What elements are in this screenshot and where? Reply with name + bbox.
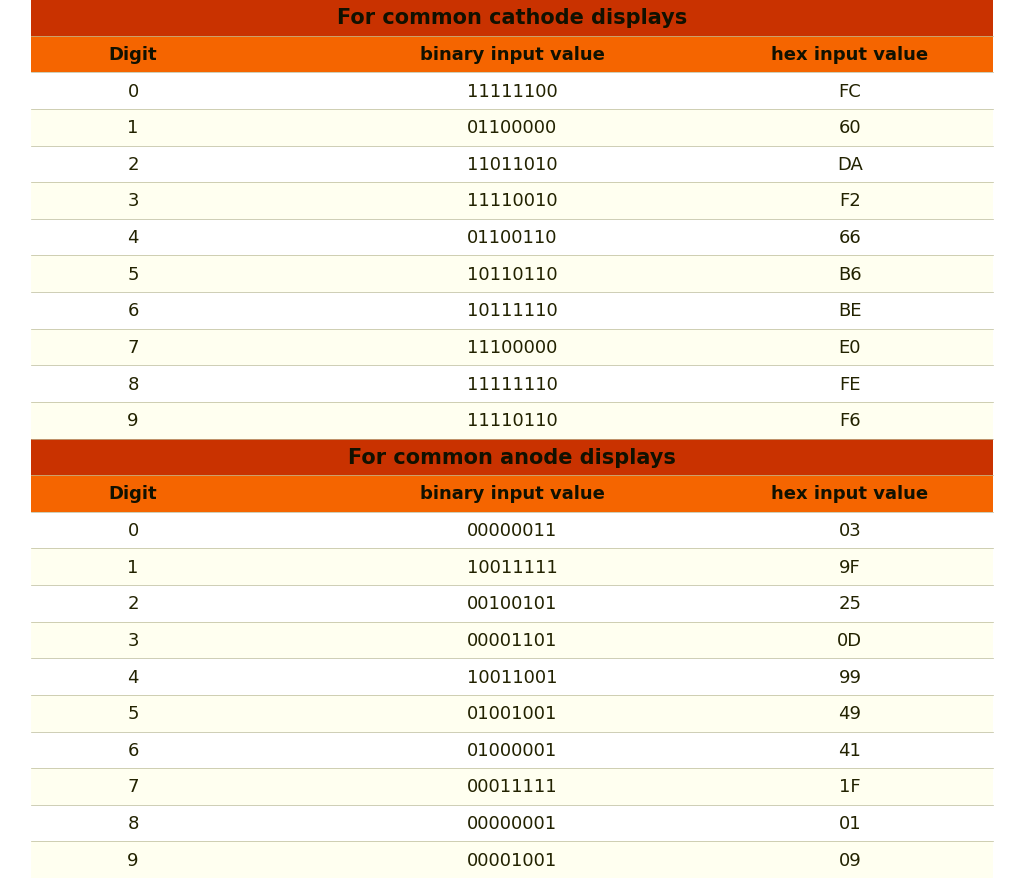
Text: 01100110: 01100110 <box>467 229 557 247</box>
Text: 3: 3 <box>127 192 139 210</box>
Text: 6: 6 <box>127 741 139 759</box>
FancyBboxPatch shape <box>31 768 993 805</box>
Text: DA: DA <box>837 155 863 174</box>
Text: hex input value: hex input value <box>771 485 929 503</box>
FancyBboxPatch shape <box>31 586 993 622</box>
FancyBboxPatch shape <box>31 366 993 402</box>
Text: 11011010: 11011010 <box>467 155 557 174</box>
FancyBboxPatch shape <box>31 292 993 329</box>
Text: 0D: 0D <box>838 631 862 649</box>
Text: 01001001: 01001001 <box>467 704 557 723</box>
FancyBboxPatch shape <box>31 329 993 366</box>
Text: 6: 6 <box>127 302 139 320</box>
FancyBboxPatch shape <box>31 256 993 292</box>
FancyBboxPatch shape <box>31 695 993 731</box>
Text: 11110010: 11110010 <box>467 192 557 210</box>
Text: 10011111: 10011111 <box>467 558 557 576</box>
Text: 2: 2 <box>127 155 139 174</box>
Text: 00000011: 00000011 <box>467 522 557 539</box>
Text: 1F: 1F <box>839 778 861 795</box>
Text: 9: 9 <box>127 851 139 868</box>
Text: 4: 4 <box>127 229 139 247</box>
Text: 00001001: 00001001 <box>467 851 557 868</box>
Text: BE: BE <box>839 302 861 320</box>
Text: 10011001: 10011001 <box>467 668 557 686</box>
Text: 01100000: 01100000 <box>467 119 557 137</box>
FancyBboxPatch shape <box>31 512 993 549</box>
Text: 41: 41 <box>839 741 861 759</box>
FancyBboxPatch shape <box>31 476 993 512</box>
Text: 5: 5 <box>127 704 139 723</box>
FancyBboxPatch shape <box>31 110 993 147</box>
Text: 00001101: 00001101 <box>467 631 557 649</box>
Text: 5: 5 <box>127 265 139 284</box>
Text: 09: 09 <box>839 851 861 868</box>
FancyBboxPatch shape <box>31 37 993 73</box>
Text: 01: 01 <box>839 814 861 832</box>
Text: For common cathode displays: For common cathode displays <box>337 8 687 28</box>
Text: 8: 8 <box>127 375 139 393</box>
Text: 00000001: 00000001 <box>467 814 557 832</box>
Text: Digit: Digit <box>109 46 158 64</box>
Text: 0: 0 <box>128 83 138 100</box>
Text: 8: 8 <box>127 814 139 832</box>
Text: 7: 7 <box>127 778 139 795</box>
Text: 1: 1 <box>127 558 139 576</box>
Text: 7: 7 <box>127 339 139 356</box>
Text: 2: 2 <box>127 594 139 613</box>
Text: 11100000: 11100000 <box>467 339 557 356</box>
FancyBboxPatch shape <box>31 402 993 439</box>
Text: F2: F2 <box>839 192 861 210</box>
Text: 11111110: 11111110 <box>467 375 557 393</box>
FancyBboxPatch shape <box>31 0 993 37</box>
Text: 9F: 9F <box>839 558 861 576</box>
FancyBboxPatch shape <box>31 73 993 110</box>
Text: 60: 60 <box>839 119 861 137</box>
Text: E0: E0 <box>839 339 861 356</box>
Text: 11110110: 11110110 <box>467 412 557 429</box>
FancyBboxPatch shape <box>31 439 993 476</box>
Text: F6: F6 <box>839 412 861 429</box>
Text: 10111110: 10111110 <box>467 302 557 320</box>
Text: FE: FE <box>840 375 860 393</box>
Text: 9: 9 <box>127 412 139 429</box>
FancyBboxPatch shape <box>31 220 993 256</box>
Text: binary input value: binary input value <box>420 46 604 64</box>
Text: B6: B6 <box>838 265 862 284</box>
Text: hex input value: hex input value <box>771 46 929 64</box>
FancyBboxPatch shape <box>31 147 993 183</box>
Text: 99: 99 <box>839 668 861 686</box>
FancyBboxPatch shape <box>31 183 993 220</box>
FancyBboxPatch shape <box>31 731 993 768</box>
Text: FC: FC <box>839 83 861 100</box>
Text: 25: 25 <box>839 594 861 613</box>
FancyBboxPatch shape <box>31 658 993 695</box>
FancyBboxPatch shape <box>31 805 993 841</box>
FancyBboxPatch shape <box>31 841 993 878</box>
Text: binary input value: binary input value <box>420 485 604 503</box>
FancyBboxPatch shape <box>31 622 993 658</box>
FancyBboxPatch shape <box>31 549 993 586</box>
Text: 11111100: 11111100 <box>467 83 557 100</box>
Text: 00100101: 00100101 <box>467 594 557 613</box>
Text: 4: 4 <box>127 668 139 686</box>
Text: 03: 03 <box>839 522 861 539</box>
Text: Digit: Digit <box>109 485 158 503</box>
Text: 10110110: 10110110 <box>467 265 557 284</box>
Text: 49: 49 <box>839 704 861 723</box>
Text: 00011111: 00011111 <box>467 778 557 795</box>
Text: 01000001: 01000001 <box>467 741 557 759</box>
Text: For common anode displays: For common anode displays <box>348 447 676 467</box>
Text: 0: 0 <box>128 522 138 539</box>
Text: 3: 3 <box>127 631 139 649</box>
Text: 1: 1 <box>127 119 139 137</box>
Text: 66: 66 <box>839 229 861 247</box>
